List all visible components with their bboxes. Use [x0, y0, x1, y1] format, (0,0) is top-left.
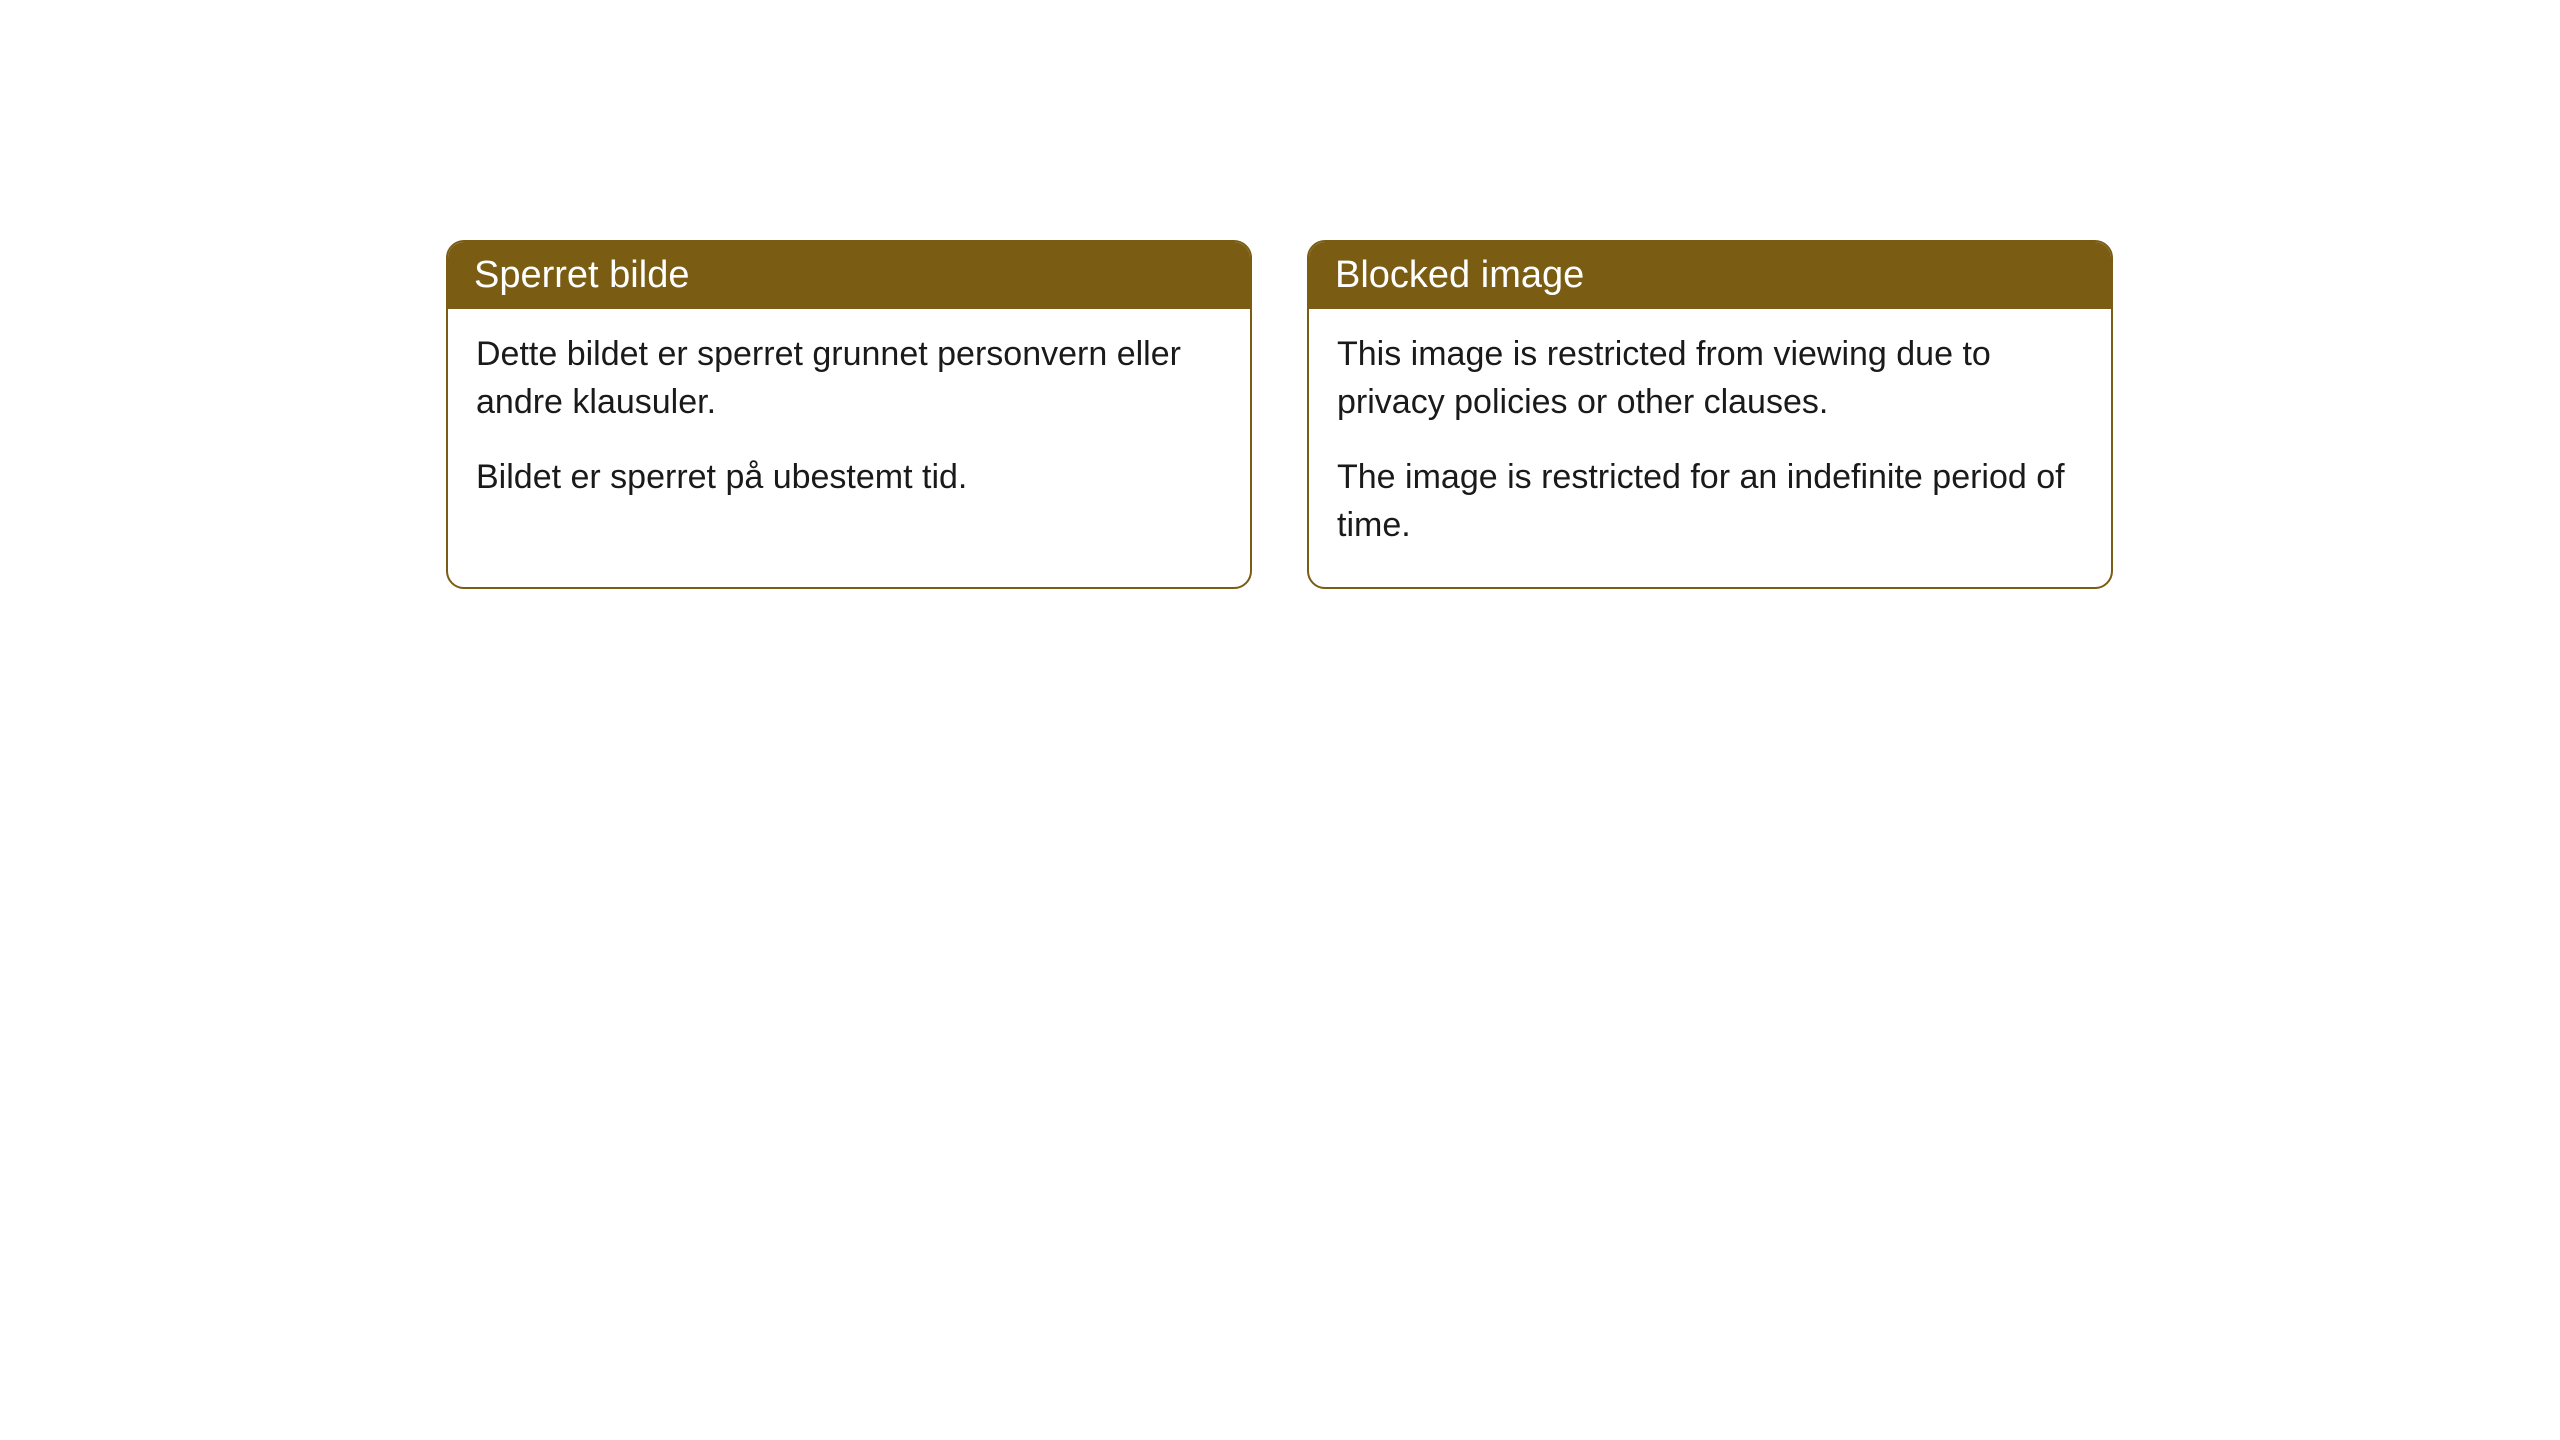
- card-paragraph: Dette bildet er sperret grunnet personve…: [476, 331, 1222, 426]
- card-body-english: This image is restricted from viewing du…: [1309, 309, 2111, 587]
- notice-cards-container: Sperret bilde Dette bildet er sperret gr…: [446, 240, 2113, 589]
- card-body-norwegian: Dette bildet er sperret grunnet personve…: [448, 309, 1250, 540]
- notice-card-english: Blocked image This image is restricted f…: [1307, 240, 2113, 589]
- card-title: Blocked image: [1335, 254, 1584, 296]
- card-header-norwegian: Sperret bilde: [448, 242, 1250, 309]
- card-paragraph: Bildet er sperret på ubestemt tid.: [476, 454, 1222, 502]
- card-title: Sperret bilde: [474, 254, 689, 296]
- card-paragraph: This image is restricted from viewing du…: [1337, 331, 2083, 426]
- notice-card-norwegian: Sperret bilde Dette bildet er sperret gr…: [446, 240, 1252, 589]
- card-header-english: Blocked image: [1309, 242, 2111, 309]
- card-paragraph: The image is restricted for an indefinit…: [1337, 454, 2083, 549]
